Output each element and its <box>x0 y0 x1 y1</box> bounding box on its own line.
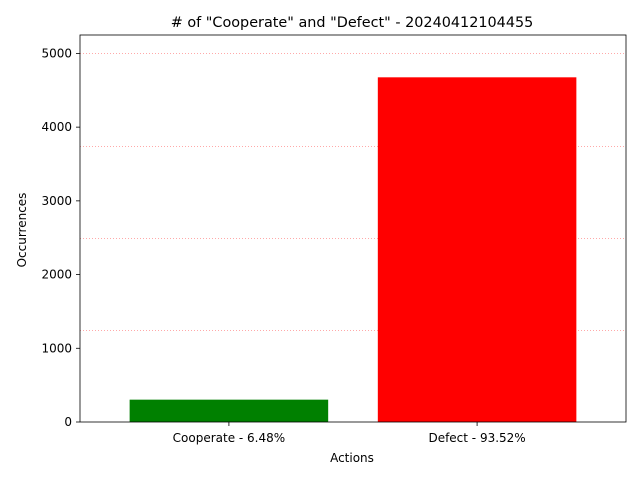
y-tick-label-5: 5000 <box>41 46 72 60</box>
y-tick-label-3: 3000 <box>41 194 72 208</box>
x-axis-label: Actions <box>330 451 374 465</box>
grid-lines <box>80 53 626 331</box>
axes <box>79 34 627 423</box>
x-tick-label-0: Cooperate - 6.48% <box>173 431 286 445</box>
y-tick-label-0: 0 <box>64 415 72 429</box>
bar-1 <box>377 77 577 422</box>
x-tick-label-1: Defect - 93.52% <box>428 431 525 445</box>
ticks: Cooperate - 6.48% Defect - 93.52% 0 1000 200… <box>41 46 525 445</box>
y-tick-label-1: 1000 <box>41 341 72 355</box>
y-axis-label: Occurrences <box>15 193 29 268</box>
plot-frame <box>79 34 627 423</box>
y-tick-label-2: 2000 <box>41 268 72 282</box>
bars <box>129 77 577 422</box>
y-tick-label-4: 4000 <box>41 120 72 134</box>
bar-0 <box>129 399 329 422</box>
chart-title: # of "Cooperate" and "Defect" - 20240412… <box>171 15 534 31</box>
